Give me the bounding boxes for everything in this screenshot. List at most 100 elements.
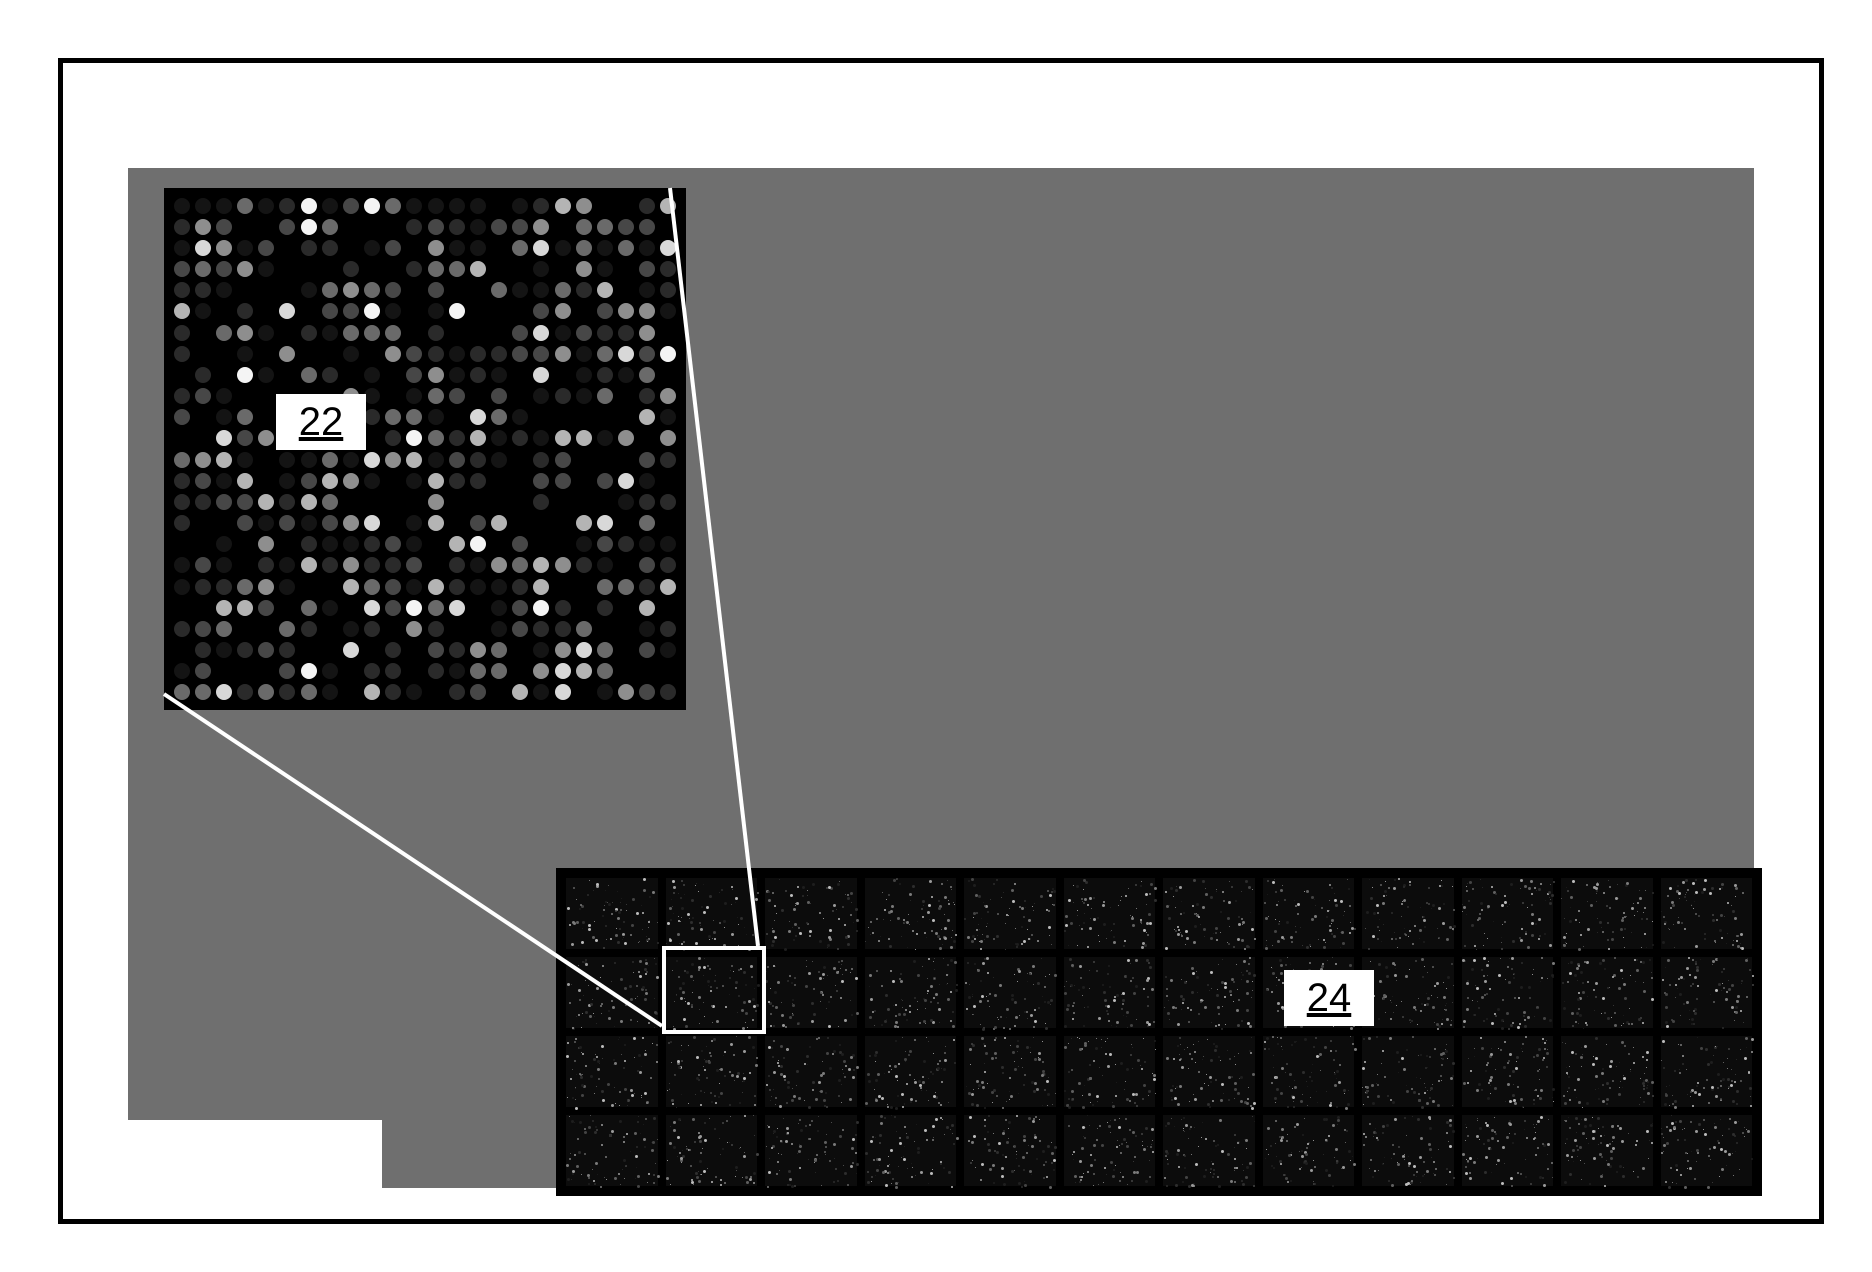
array-dot: [406, 325, 422, 341]
array-dot: [216, 600, 232, 616]
array-dot: [237, 367, 253, 383]
slide-cell: [1561, 1115, 1653, 1186]
array-dot: [216, 240, 232, 256]
array-dot: [639, 473, 655, 489]
array-dot: [618, 515, 634, 531]
array-dot: [576, 663, 592, 679]
array-dot: [385, 642, 401, 658]
array-dot: [385, 219, 401, 235]
array-dot: [597, 642, 613, 658]
array-dot: [512, 240, 528, 256]
array-dot: [639, 282, 655, 298]
slide-cell: [1661, 1115, 1753, 1186]
array-dot: [491, 409, 507, 425]
array-dot: [322, 515, 338, 531]
array-dot: [174, 282, 190, 298]
array-dot: [258, 198, 274, 214]
array-dot: [449, 198, 465, 214]
array-dot: [555, 346, 571, 362]
array-dot: [406, 198, 422, 214]
array-dot: [597, 452, 613, 468]
array-dot: [639, 684, 655, 700]
array-dot: [237, 219, 253, 235]
slide-cell: [1163, 957, 1255, 1028]
array-dot: [597, 684, 613, 700]
array-dot: [385, 536, 401, 552]
slide-cell: [1064, 957, 1156, 1028]
array-dot: [555, 303, 571, 319]
array-dot: [343, 642, 359, 658]
array-dot: [576, 282, 592, 298]
array-dot: [576, 642, 592, 658]
array-dot: [364, 515, 380, 531]
array-dot: [301, 282, 317, 298]
array-dot: [428, 557, 444, 573]
array-dot: [322, 473, 338, 489]
inset-label-text: 22: [299, 400, 344, 445]
array-dot: [364, 684, 380, 700]
array-dot: [258, 303, 274, 319]
array-dot: [449, 663, 465, 679]
array-dot: [491, 240, 507, 256]
array-dot: [597, 219, 613, 235]
array-dot: [406, 557, 422, 573]
array-dot: [195, 409, 211, 425]
microarray-inset: [164, 188, 686, 710]
array-dot: [576, 515, 592, 531]
array-dot: [406, 600, 422, 616]
array-dot: [385, 346, 401, 362]
array-dot: [216, 409, 232, 425]
array-dot: [364, 409, 380, 425]
array-dot: [449, 579, 465, 595]
array-dot: [618, 684, 634, 700]
array-dot: [195, 536, 211, 552]
array-dot: [174, 536, 190, 552]
slide-label-text: 24: [1307, 976, 1352, 1021]
array-dot: [639, 325, 655, 341]
array-dot: [237, 557, 253, 573]
array-dot: [301, 240, 317, 256]
array-dot: [385, 621, 401, 637]
slide-cell: [964, 1036, 1056, 1107]
array-dot: [216, 198, 232, 214]
array-dot: [449, 473, 465, 489]
array-dot: [555, 684, 571, 700]
slide-cell: [765, 1036, 857, 1107]
array-dot: [237, 579, 253, 595]
array-dot: [470, 642, 486, 658]
slide-cell: [1362, 1036, 1454, 1107]
array-dot: [343, 303, 359, 319]
array-dot: [449, 367, 465, 383]
array-dot: [597, 261, 613, 277]
array-dot: [195, 325, 211, 341]
array-dot: [491, 367, 507, 383]
array-dot: [174, 579, 190, 595]
array-dot: [237, 663, 253, 679]
array-dot: [195, 282, 211, 298]
array-dot: [237, 282, 253, 298]
array-dot: [258, 684, 274, 700]
array-dot: [301, 198, 317, 214]
array-dot: [576, 325, 592, 341]
array-dot: [258, 600, 274, 616]
array-dot: [216, 621, 232, 637]
array-dot: [343, 473, 359, 489]
array-dot: [385, 600, 401, 616]
array-dot: [428, 494, 444, 510]
array-dot: [216, 388, 232, 404]
array-dot: [597, 388, 613, 404]
array-dot: [322, 494, 338, 510]
array-dot: [597, 430, 613, 446]
array-dot: [385, 367, 401, 383]
array-dot: [576, 303, 592, 319]
array-dot: [237, 536, 253, 552]
array-dot: [533, 325, 549, 341]
array-dot: [618, 494, 634, 510]
array-dot: [576, 388, 592, 404]
array-dot: [258, 240, 274, 256]
array-dot: [279, 452, 295, 468]
array-dot: [279, 494, 295, 510]
array-dot: [343, 367, 359, 383]
array-dot: [322, 536, 338, 552]
array-dot: [195, 346, 211, 362]
